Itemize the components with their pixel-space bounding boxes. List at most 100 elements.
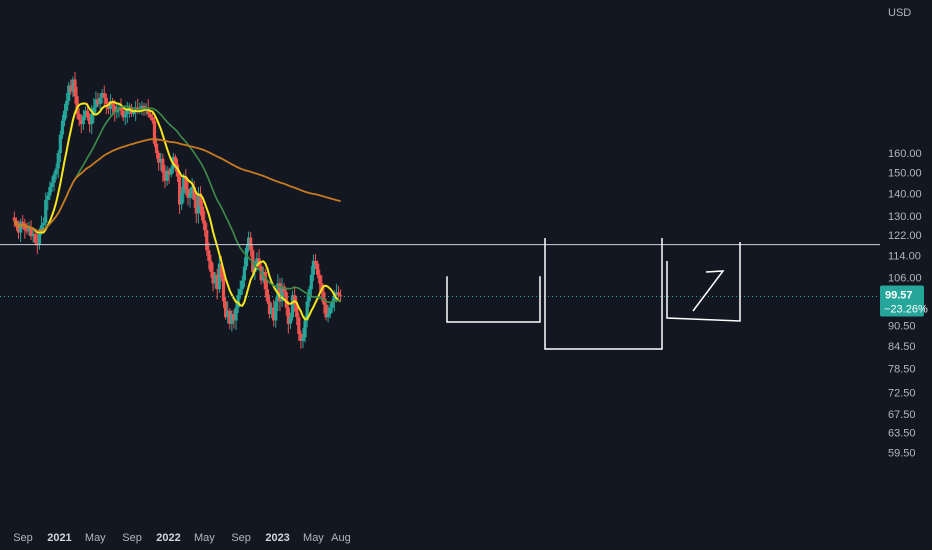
candle [157, 150, 161, 171]
y-tick-label: 106.00 [888, 273, 922, 285]
candle-body [58, 134, 62, 154]
candle [297, 312, 301, 341]
candle-body [52, 174, 56, 183]
candle [316, 260, 320, 279]
candle-body [111, 100, 115, 106]
candle [184, 169, 188, 196]
candle-body [73, 79, 77, 97]
candle [25, 222, 29, 235]
candle-body [318, 274, 322, 284]
candle [270, 302, 274, 319]
candle [238, 280, 242, 300]
x-tick-label: 2021 [47, 532, 71, 544]
candle [108, 94, 113, 115]
candle-body [226, 310, 230, 318]
candle [27, 221, 31, 236]
y-tick-label: 63.50 [888, 428, 916, 440]
candle-body [221, 277, 226, 302]
candle [94, 91, 98, 115]
candle [125, 101, 129, 124]
candle-body [246, 237, 251, 248]
candle-body [100, 93, 104, 98]
candle [221, 273, 226, 308]
candle [52, 170, 56, 192]
candle-body [295, 304, 299, 318]
candle-body [213, 274, 217, 284]
candle [29, 220, 33, 240]
candle [234, 302, 238, 330]
candle [232, 309, 236, 329]
candle-body [106, 104, 111, 110]
candle-body [280, 286, 284, 302]
x-tick-label: Sep [122, 532, 142, 544]
y-tick-label: 122.00 [888, 230, 922, 242]
candle [299, 330, 303, 349]
candle-body [274, 301, 278, 321]
candle [75, 86, 79, 119]
candle [190, 178, 194, 200]
candle-body [322, 292, 326, 305]
candle [194, 191, 198, 224]
candle-body [236, 295, 240, 308]
candle [301, 327, 305, 349]
candle [267, 294, 272, 319]
candle-body [207, 250, 211, 261]
candle [339, 289, 343, 301]
candle [198, 186, 203, 216]
candle [96, 92, 100, 107]
y-tick-label: 140.00 [888, 188, 922, 200]
candle [161, 153, 165, 183]
candle-body [180, 193, 184, 205]
candle-body [62, 110, 67, 121]
candle-body [190, 186, 194, 194]
candle [73, 71, 77, 104]
candle-body [255, 258, 259, 264]
candle-body [165, 170, 169, 181]
candle-body [90, 114, 94, 125]
candle [67, 82, 71, 106]
candle [177, 170, 182, 214]
candle-body [81, 115, 85, 125]
candle-body [96, 99, 100, 105]
candle-body [50, 182, 54, 187]
y-tick-label: 160.00 [888, 148, 922, 160]
candle [180, 187, 184, 211]
candle [50, 176, 54, 192]
candle [46, 191, 50, 211]
candle-body [215, 274, 219, 290]
candle [251, 245, 255, 275]
candle-body [161, 158, 165, 173]
candle [240, 275, 244, 295]
candle-body [113, 105, 117, 113]
candle [121, 108, 125, 121]
candle [104, 93, 108, 115]
candle [65, 92, 69, 119]
candle [246, 231, 251, 253]
candle [295, 296, 299, 326]
candle [12, 211, 16, 228]
candle-body [19, 221, 23, 233]
x-axis: Sep 2021 May Sep 2022 May Sep 2023 May Aug [13, 532, 351, 544]
candle-body [44, 199, 48, 223]
candle-body [39, 225, 44, 232]
candle-body [48, 186, 52, 196]
candle [265, 280, 270, 305]
candle [209, 254, 213, 278]
candle-body [330, 301, 334, 308]
candle-body [242, 266, 247, 281]
candle-body [167, 170, 171, 175]
y-tick-label: 84.50 [888, 341, 916, 353]
candle-body [35, 242, 39, 244]
candle-body [83, 110, 88, 116]
y-axis-currency: USD [888, 7, 911, 19]
candle-body [150, 117, 154, 121]
candle-body [196, 193, 200, 214]
candle-body [37, 231, 42, 244]
candle-body [288, 317, 293, 324]
candle-body [265, 289, 270, 302]
candle [211, 262, 215, 292]
candle-body [230, 313, 234, 324]
candle-body [228, 310, 232, 324]
candle-body [27, 227, 31, 232]
